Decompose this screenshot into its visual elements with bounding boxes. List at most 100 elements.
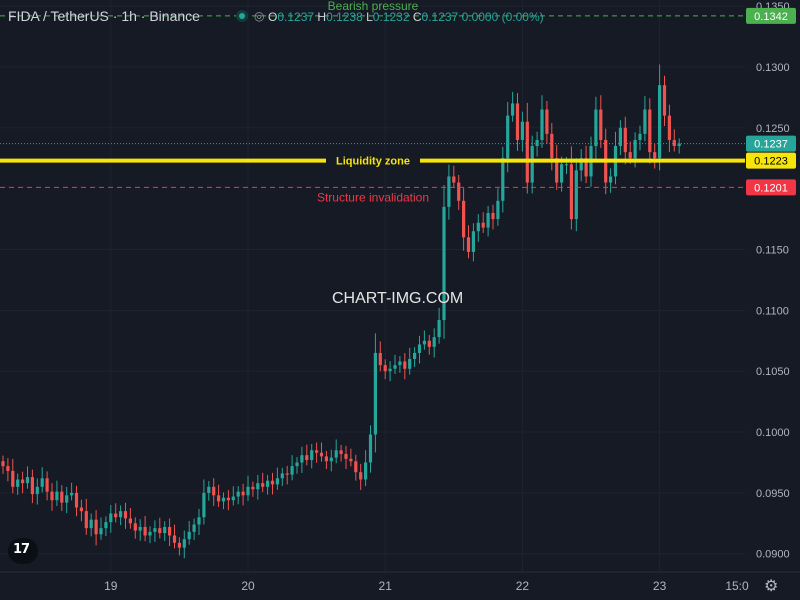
candle-body: [324, 456, 328, 462]
candle-body: [236, 491, 240, 497]
candle-body: [481, 222, 485, 228]
candle-body: [486, 212, 490, 228]
price-axis[interactable]: 0.0900 0.0950 0.1000 0.1050 0.1100 0.1150 0.12…: [745, 0, 800, 600]
candle-body: [427, 340, 431, 347]
symbol-title[interactable]: FIDA / TetherUS · 1h · Binance: [8, 8, 200, 24]
candle-body: [300, 455, 304, 463]
candle-body: [462, 200, 466, 238]
candle-body: [515, 103, 520, 140]
low-key: L: [366, 10, 373, 24]
candle-body: [109, 513, 113, 523]
candle-body: [393, 365, 397, 369]
settings-gear-icon[interactable]: ⚙: [764, 578, 779, 595]
candle-body: [251, 486, 255, 490]
candle-body: [114, 513, 118, 518]
candle-body: [633, 139, 637, 159]
candle-body: [525, 121, 529, 183]
candle-body: [6, 466, 10, 471]
candle-body: [1, 461, 5, 467]
candle-body: [290, 466, 294, 475]
price-tag-label: 0.1223: [754, 156, 788, 168]
price-axis-bg: [745, 0, 800, 600]
change-value: 0.0000 (0.00%): [461, 10, 544, 24]
candle-body: [280, 473, 284, 479]
candle-body: [364, 462, 368, 480]
candle-body: [466, 237, 471, 252]
candle-body: [319, 452, 324, 457]
candle-body: [677, 143, 681, 147]
candle-body: [231, 496, 235, 501]
candle-body: [511, 103, 515, 116]
candle-body: [70, 492, 74, 496]
candle-body: [148, 531, 152, 536]
candle-body: [564, 164, 569, 166]
candle-body: [628, 152, 632, 159]
candle-body: [653, 152, 657, 159]
candle-body: [496, 200, 500, 220]
candle-body: [35, 486, 39, 495]
candle-body: [158, 528, 162, 534]
candle-body: [217, 495, 221, 502]
candle-body: [94, 519, 98, 535]
candle-body: [16, 479, 20, 487]
candle-body: [545, 109, 549, 134]
structure-invalidation-label: Structure invalidation: [317, 190, 429, 204]
candle-body: [65, 495, 69, 503]
price-tag-bg: [746, 152, 796, 169]
y-tick-label: 0.1100: [756, 305, 789, 317]
candle-body: [315, 450, 319, 453]
candle-body: [638, 133, 642, 140]
candle-body: [560, 164, 564, 183]
candle-body: [373, 352, 377, 435]
last-price-tag-bg: [746, 135, 796, 152]
candle-body: [182, 539, 186, 548]
candle-body: [584, 158, 588, 177]
tradingview-logo-icon[interactable]: 17: [8, 538, 38, 564]
time-axis[interactable]: 19 20 21 22 23 15:0: [0, 571, 800, 593]
candle-body: [408, 359, 412, 369]
candle-body: [45, 478, 49, 492]
candle-body: [79, 507, 83, 512]
x-tick-label: 23: [653, 579, 667, 593]
candle-body: [471, 231, 475, 252]
candles-group: [1, 64, 681, 559]
open-value: 0.1237: [277, 10, 315, 24]
candle-body: [221, 497, 226, 502]
candle-body: [241, 491, 245, 496]
candle-body: [417, 344, 422, 353]
candle-body: [501, 158, 505, 201]
candle-body: [579, 158, 583, 171]
candle-body: [128, 518, 132, 524]
high-value: 0.1238: [326, 10, 363, 24]
open-key: O: [268, 10, 278, 24]
candle-body: [119, 511, 123, 518]
x-tick-label: 19: [104, 579, 118, 593]
x-tick-label: 20: [241, 579, 255, 593]
last-price-tag-label: 0.1237: [754, 139, 788, 151]
candle-body: [329, 457, 333, 462]
candle-body: [84, 511, 88, 529]
candle-body: [153, 528, 157, 532]
candle-body: [55, 491, 59, 501]
candle-body: [163, 526, 167, 534]
candle-body: [383, 365, 387, 372]
grid-lines: [0, 0, 745, 572]
candle-body: [334, 450, 338, 458]
liquidity-label-bg: [326, 153, 420, 168]
candle-body: [432, 337, 436, 347]
candle-body: [295, 462, 299, 467]
candle-body: [339, 450, 343, 454]
y-tick-label: 0.0900: [756, 549, 790, 561]
visibility-icon[interactable]: ◎: [254, 9, 265, 23]
candle-body: [256, 483, 260, 490]
candle-body: [177, 542, 181, 548]
candle-body: [667, 115, 671, 140]
candle-body: [310, 450, 314, 461]
candle-body: [354, 461, 358, 473]
candle-body: [550, 133, 554, 159]
candle-body: [599, 109, 603, 140]
liquidity-zone-label: Liquidity zone: [336, 156, 410, 168]
candle-body: [50, 491, 54, 501]
high-key: H: [317, 10, 327, 24]
